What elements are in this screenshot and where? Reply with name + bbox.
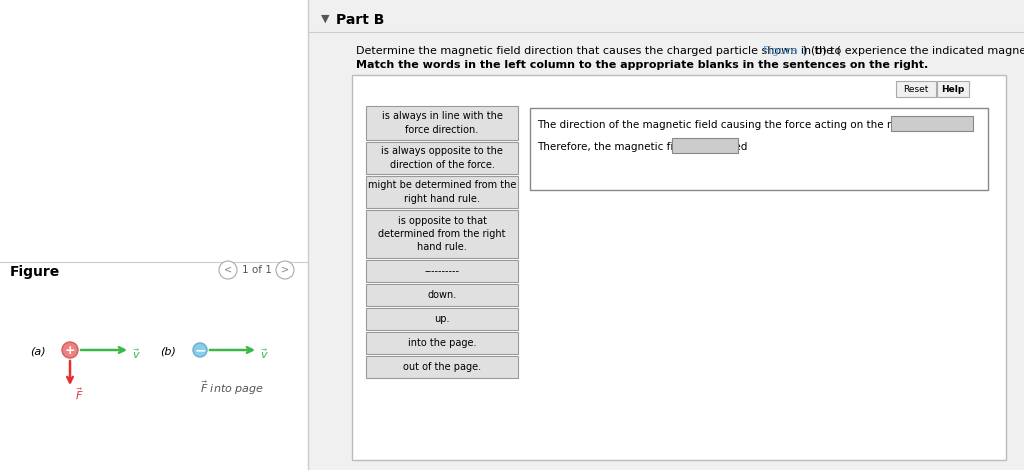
- Circle shape: [219, 261, 237, 279]
- Text: might be determined from the
right hand rule.: might be determined from the right hand …: [368, 180, 516, 204]
- FancyBboxPatch shape: [366, 356, 518, 378]
- FancyBboxPatch shape: [530, 108, 988, 190]
- Text: (a): (a): [30, 347, 46, 357]
- FancyBboxPatch shape: [366, 210, 518, 258]
- Text: The direction of the magnetic field causing the force acting on the negative cha: The direction of the magnetic field caus…: [537, 120, 972, 130]
- Text: is always in line with the
force direction.: is always in line with the force directi…: [382, 111, 503, 134]
- FancyBboxPatch shape: [352, 75, 1006, 460]
- FancyBboxPatch shape: [366, 260, 518, 282]
- FancyBboxPatch shape: [366, 284, 518, 306]
- FancyBboxPatch shape: [937, 81, 969, 97]
- Text: $\vec{F}$ into page: $\vec{F}$ into page: [200, 379, 264, 397]
- Text: +: +: [65, 344, 76, 357]
- Text: Help: Help: [941, 85, 965, 94]
- Text: 1 of 1: 1 of 1: [242, 265, 272, 275]
- Text: Match the words in the left column to the appropriate blanks in the sentences on: Match the words in the left column to th…: [356, 60, 928, 70]
- FancyBboxPatch shape: [366, 308, 518, 330]
- Text: into the page.: into the page.: [408, 338, 476, 348]
- Text: $\vec{v}$: $\vec{v}$: [260, 347, 268, 361]
- Text: Figure 1: Figure 1: [763, 46, 808, 56]
- Text: is opposite to that
determined from the right
hand rule.: is opposite to that determined from the …: [378, 216, 506, 252]
- FancyBboxPatch shape: [366, 142, 518, 174]
- Text: Reset: Reset: [903, 85, 929, 94]
- FancyBboxPatch shape: [366, 176, 518, 208]
- FancyBboxPatch shape: [366, 332, 518, 354]
- Text: ▼: ▼: [321, 14, 330, 24]
- Text: <: <: [224, 265, 232, 275]
- Text: out of the page.: out of the page.: [402, 362, 481, 372]
- Text: Therefore, the magnetic field is directed: Therefore, the magnetic field is directe…: [537, 142, 748, 152]
- Text: ----------: ----------: [425, 266, 460, 276]
- Text: Figure: Figure: [10, 265, 60, 279]
- Circle shape: [62, 342, 78, 358]
- Text: >: >: [281, 265, 289, 275]
- Text: Determine the magnetic field direction that causes the charged particle shown in: Determine the magnetic field direction t…: [356, 46, 841, 56]
- FancyBboxPatch shape: [366, 106, 518, 140]
- FancyBboxPatch shape: [672, 138, 738, 153]
- Text: is always opposite to the
direction of the force.: is always opposite to the direction of t…: [381, 146, 503, 170]
- Text: $\vec{F}$: $\vec{F}$: [75, 386, 84, 402]
- Text: $\vec{v}$: $\vec{v}$: [132, 347, 140, 361]
- Text: (b): (b): [160, 347, 176, 357]
- Text: down.: down.: [427, 290, 457, 300]
- Circle shape: [193, 343, 207, 357]
- FancyBboxPatch shape: [0, 0, 308, 470]
- Text: Part B: Part B: [336, 13, 384, 27]
- Text: up.: up.: [434, 314, 450, 324]
- Circle shape: [276, 261, 294, 279]
- Text: −: −: [195, 343, 206, 357]
- Text: ) (b) to experience the indicated magnetic force.: ) (b) to experience the indicated magnet…: [803, 46, 1024, 56]
- FancyBboxPatch shape: [896, 81, 936, 97]
- FancyBboxPatch shape: [891, 116, 973, 131]
